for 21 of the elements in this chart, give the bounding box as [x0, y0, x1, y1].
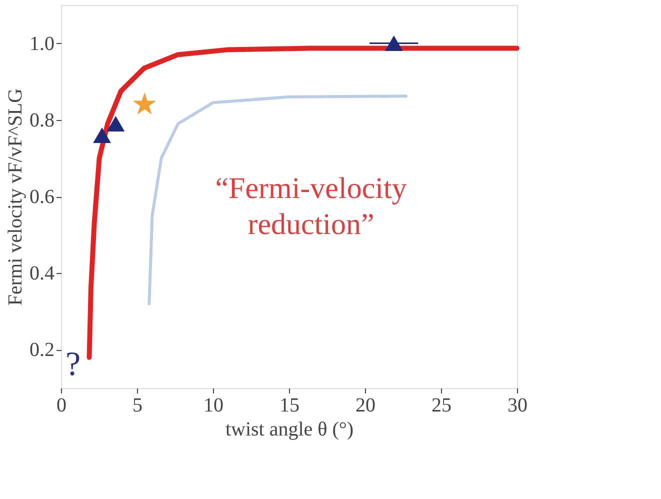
x-tick-label: 5 — [132, 394, 142, 416]
point — [132, 92, 156, 114]
x-axis-title: twist angle θ (°) — [225, 418, 354, 440]
x-tick-label: 30 — [508, 394, 528, 416]
y-axis-title: Fermi velocity vF/vF^SLG — [4, 88, 26, 306]
annotation: “Fermi-velocity reduction” — [215, 172, 407, 241]
x-tick-label: 10 — [204, 394, 224, 416]
point — [384, 36, 403, 52]
point — [93, 127, 111, 143]
y-tick-label: 0.8 — [30, 109, 54, 132]
line-series — [148, 94, 408, 306]
y-tick-label: 1.0 — [30, 32, 54, 55]
y-tick-label: 0.4 — [30, 262, 54, 285]
x-tick-label: 25 — [432, 394, 452, 416]
y-tick-label: 0.6 — [30, 186, 54, 208]
x-tick-label: 0 — [56, 394, 66, 416]
x-tick-label: 20 — [356, 394, 376, 416]
annotation: ? — [65, 346, 81, 383]
x-tick-label: 15 — [280, 394, 300, 416]
point — [106, 116, 125, 132]
y-tick-label: 0.2 — [30, 339, 54, 362]
